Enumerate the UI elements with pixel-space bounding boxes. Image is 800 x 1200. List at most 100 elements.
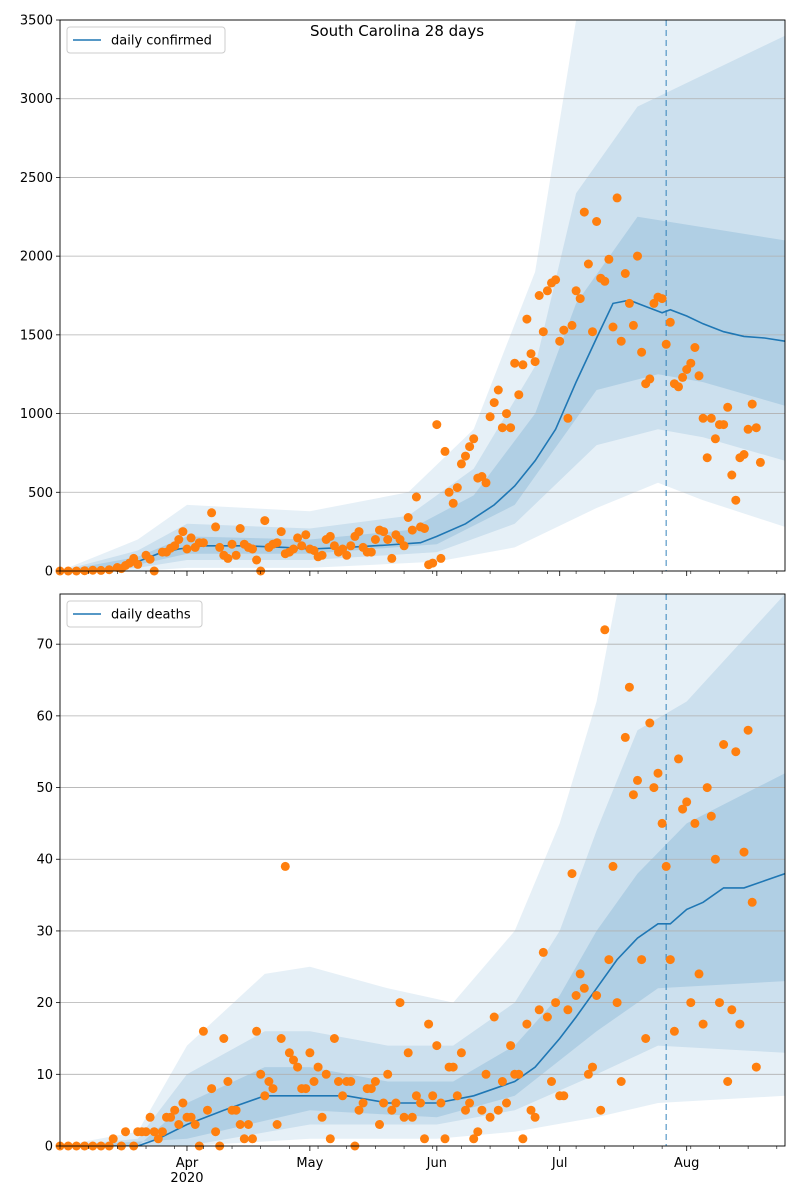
deaths-data-point: [411, 1091, 421, 1101]
deaths-y-ticks: 0 10 20 30 40 50 60 70: [36, 638, 60, 1155]
confirmed-data-point: [510, 358, 520, 368]
confirmed-data-point: [747, 399, 757, 409]
deaths-data-point: [612, 998, 622, 1008]
deaths-data-point: [383, 1069, 393, 1079]
deaths-data-point: [735, 1019, 745, 1029]
deaths-data-point: [420, 1134, 429, 1144]
confirmed-data-point: [563, 413, 573, 423]
deaths-band-middle: [60, 594, 785, 1146]
confirmed-data-point: [260, 516, 270, 526]
confirmed-data-point: [637, 347, 647, 357]
deaths-data-point: [739, 847, 749, 857]
confirmed-data-point: [489, 398, 499, 408]
deaths-data-point: [370, 1077, 380, 1086]
confirmed-data-point: [96, 565, 106, 575]
confirmed-data-point: [624, 298, 634, 308]
confirmed-data-point: [727, 470, 737, 480]
deaths-data-point: [289, 1055, 298, 1065]
confirmed-data-point: [551, 275, 561, 285]
deaths-data-point: [309, 1077, 319, 1086]
deaths-data-point: [674, 754, 683, 764]
confirmed-data-point: [534, 291, 544, 300]
confirmed-data-point: [223, 553, 233, 563]
deaths-data-point: [506, 1041, 516, 1051]
deaths-x-tick-label: Jul: [551, 1156, 568, 1171]
deaths-data-point: [366, 1084, 376, 1094]
deaths-data-point: [329, 1034, 339, 1043]
deaths-data-point: [313, 1062, 323, 1072]
deaths-data-point: [391, 1098, 401, 1108]
confirmed-y-tick-label: 3000: [20, 92, 53, 107]
confirmed-data-point: [444, 487, 454, 497]
deaths-y-tick-label: 10: [36, 1068, 53, 1083]
deaths-data-point: [379, 1098, 389, 1108]
deaths-data-point: [694, 969, 704, 979]
confirmed-data-point: [145, 554, 155, 564]
confirmed-data-point: [506, 423, 516, 433]
confirmed-data-point: [731, 495, 741, 505]
confirmed-data-point: [456, 459, 466, 469]
confirmed-data-point: [387, 553, 397, 563]
deaths-y-tick-label: 60: [36, 709, 53, 724]
deaths-x-tick-label: Apr: [176, 1156, 199, 1171]
confirmed-legend-box: [66, 26, 226, 54]
deaths-data-point: [207, 1084, 217, 1094]
deaths-legend-label: daily deaths: [111, 608, 191, 623]
confirmed-data-point: [485, 412, 495, 422]
deaths-data-point: [424, 1019, 434, 1029]
deaths-data-point: [641, 1034, 651, 1043]
confirmed-data-point: [542, 286, 552, 296]
confirmed-panel: 0 500 1000 1500 2000 2500 3000 3500 South Carol…: [20, 14, 786, 580]
confirmed-data-point: [710, 434, 720, 444]
deaths-data-point: [698, 1019, 708, 1029]
deaths-data-point: [272, 1120, 282, 1129]
confirmed-data-point: [342, 550, 352, 560]
deaths-data-point: [346, 1077, 356, 1086]
confirmed-y-tick-label: 1000: [20, 407, 53, 422]
confirmed-data-point: [452, 483, 462, 493]
confirmed-y-tick-label: 2000: [20, 250, 53, 265]
deaths-data-point: [571, 991, 581, 1000]
deaths-data-point: [596, 1105, 606, 1115]
confirmed-data-point: [481, 478, 491, 488]
confirmed-data-point: [739, 450, 749, 459]
confirmed-data-point: [678, 372, 688, 382]
deaths-y-tick-label: 0: [45, 1140, 53, 1155]
deaths-data-point: [387, 1105, 397, 1115]
confirmed-legend: daily confirmed: [66, 26, 226, 54]
confirmed-band-inner: [60, 216, 785, 571]
confirmed-data-point: [420, 524, 429, 533]
deaths-data-point: [235, 1120, 245, 1129]
confirmed-data-point: [719, 420, 729, 430]
deaths-data-point: [649, 783, 659, 793]
deaths-data-point: [731, 747, 741, 757]
deaths-data-point: [141, 1127, 151, 1137]
deaths-data-point: [620, 732, 630, 742]
deaths-data-point: [403, 1048, 413, 1058]
confirmed-data-point: [608, 322, 618, 332]
deaths-data-point: [219, 1034, 229, 1043]
confirmed-data-point: [272, 538, 282, 548]
deaths-data-point: [485, 1112, 495, 1122]
deaths-data-point: [178, 1098, 188, 1108]
confirmed-data-point: [559, 325, 569, 335]
deaths-data-point: [293, 1062, 303, 1072]
deaths-data-point: [186, 1112, 196, 1122]
deaths-data-point: [653, 768, 663, 778]
confirmed-data-point: [751, 423, 761, 433]
confirmed-data-point: [633, 251, 642, 261]
deaths-data-point: [743, 725, 753, 735]
confirmed-data-point: [366, 547, 376, 557]
deaths-data-point: [526, 1105, 536, 1115]
deaths-data-point: [305, 1048, 315, 1058]
deaths-data-point: [248, 1134, 257, 1144]
deaths-data-point: [551, 998, 561, 1008]
confirmed-data-point: [432, 420, 442, 430]
confirmed-data-point: [428, 558, 438, 568]
confirmed-data-point: [399, 541, 409, 551]
deaths-data-point: [157, 1127, 167, 1137]
deaths-y-tick-label: 70: [36, 638, 53, 653]
deaths-data-point: [710, 854, 720, 864]
deaths-data-point: [260, 1091, 270, 1101]
deaths-data-point: [448, 1062, 458, 1072]
